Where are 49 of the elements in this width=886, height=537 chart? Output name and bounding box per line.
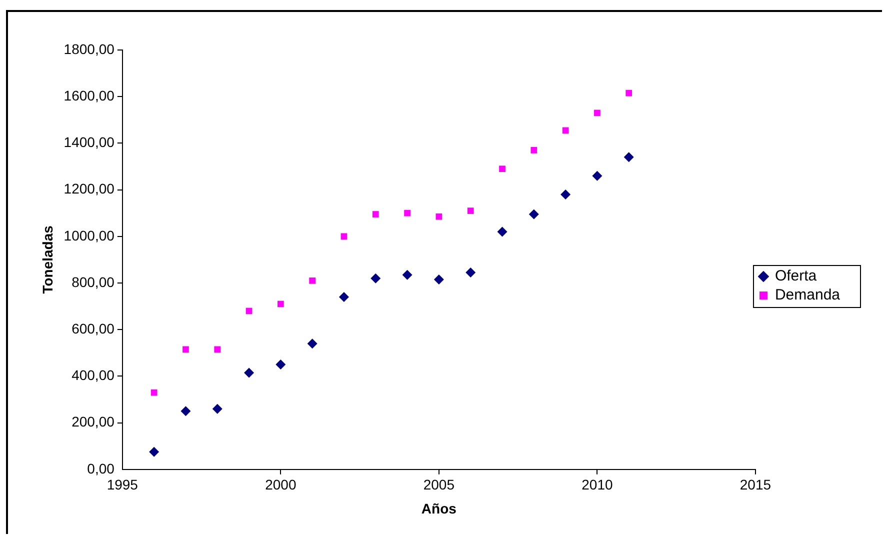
point	[182, 346, 189, 353]
y-tick-label: 1200,00	[64, 180, 115, 197]
point	[307, 338, 318, 349]
point	[499, 166, 506, 172]
point	[594, 110, 600, 116]
point	[467, 208, 474, 214]
point	[370, 273, 381, 284]
point	[466, 268, 476, 278]
point	[560, 189, 571, 200]
point	[404, 210, 410, 216]
point	[149, 446, 160, 457]
point	[562, 127, 569, 134]
point	[340, 233, 348, 240]
y-tick-label: 1400,00	[64, 134, 115, 150]
x-tick-label: 1995	[106, 476, 138, 493]
point	[276, 360, 286, 370]
point	[277, 300, 284, 308]
y-tick-label: 1600,00	[64, 87, 115, 104]
point	[214, 346, 221, 353]
x-tick-label: 2015	[740, 476, 772, 493]
legend-label: Oferta	[774, 268, 818, 285]
point	[309, 277, 316, 284]
point	[372, 211, 379, 218]
y-tick-label: 600,00	[72, 320, 115, 336]
point	[624, 152, 634, 162]
point	[180, 406, 191, 416]
y-tick-label: 0,00	[87, 460, 115, 476]
y-tick-label: 200,00	[72, 414, 115, 430]
y-tick-label: 400,00	[72, 367, 115, 384]
x-tick-label: 2000	[265, 476, 296, 493]
point	[436, 213, 442, 220]
point	[212, 404, 222, 414]
x-tick-label: 2005	[423, 476, 455, 493]
y-tick-label: 1000,00	[64, 227, 115, 244]
point	[528, 209, 539, 220]
point	[338, 292, 349, 302]
y-axis-title: Toneladas	[39, 225, 56, 294]
y-tick-label: 1800,00	[64, 40, 115, 57]
point	[402, 270, 412, 280]
point	[497, 226, 508, 237]
x-tick-label: 2010	[582, 476, 613, 493]
point	[434, 274, 444, 285]
legend-label: Demanda	[774, 286, 841, 304]
y-tick-label: 800,00	[72, 274, 115, 290]
point	[592, 170, 602, 181]
point	[626, 90, 632, 96]
point	[244, 368, 254, 378]
point	[530, 147, 538, 154]
x-axis-title: Años	[421, 500, 457, 516]
